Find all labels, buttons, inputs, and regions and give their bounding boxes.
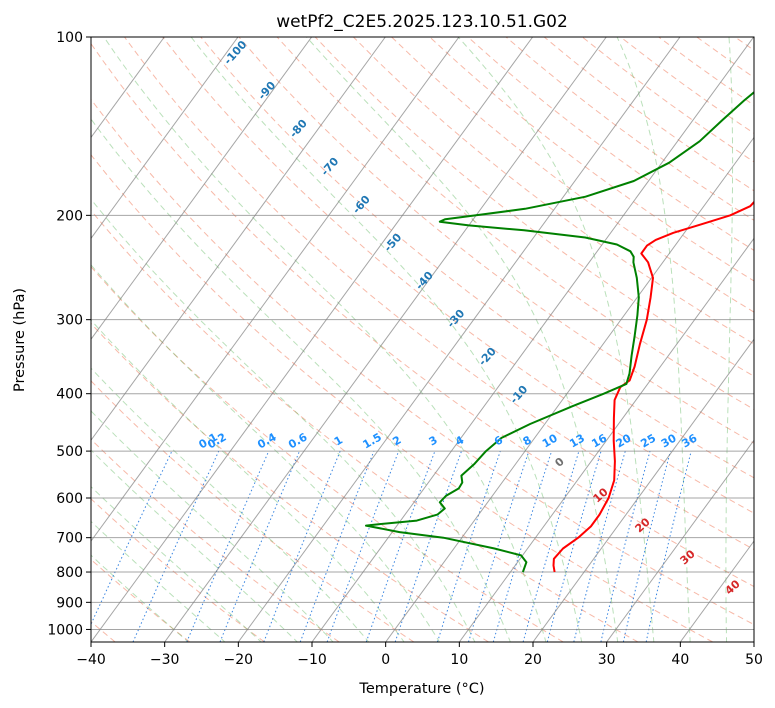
isotherm-gridline — [164, 37, 607, 642]
isotherm-gridline — [91, 37, 386, 442]
x-tick-label: 0 — [381, 652, 390, 668]
x-tick-label: −30 — [150, 652, 180, 668]
mixing-ratio-line — [573, 450, 626, 642]
isotherm-gridline — [91, 37, 534, 642]
dry-adiabat-line — [91, 322, 489, 642]
y-tick-label: 800 — [56, 565, 83, 581]
y-axis-title: Pressure (hPa) — [12, 288, 28, 392]
mixing-ratio-line — [546, 450, 602, 642]
x-tick-label: −20 — [224, 652, 254, 668]
mixing-ratio-line — [522, 450, 580, 642]
plot-frame — [90, 36, 755, 643]
mixing-ratio-line — [365, 450, 436, 642]
isotherm-gridline — [91, 37, 239, 240]
isotherm-gridline — [311, 37, 754, 642]
moist-adiabat-line — [91, 319, 405, 642]
moist-adiabats — [91, 37, 734, 642]
x-tick-label: −10 — [297, 652, 327, 668]
moist-adiabat-line — [91, 410, 334, 642]
moist-adiabat-line — [306, 37, 619, 642]
dry-adiabat-line — [124, 37, 754, 551]
dry-adiabat-line — [91, 153, 713, 642]
moist-adiabat-line — [91, 198, 476, 642]
moist-adiabat-line — [103, 37, 547, 642]
isotherm-gridline — [606, 439, 754, 642]
x-tick-label: 40 — [671, 652, 689, 668]
sounding-series — [365, 91, 754, 573]
temperature-profile-line — [552, 200, 754, 573]
moist-adiabat-line — [91, 118, 511, 642]
grid-lines — [91, 37, 754, 630]
dry-adiabat-line — [238, 37, 754, 444]
y-tick-label: 1000 — [47, 622, 83, 638]
mixing-ratio-line — [622, 450, 671, 642]
isotherm-gridline — [237, 37, 681, 642]
mixing-ratio-line — [186, 450, 270, 642]
dry-adiabat-line — [91, 265, 564, 642]
mixing-ratio-line — [299, 450, 375, 642]
dry-adiabat-line — [276, 37, 754, 411]
dewpoint-profile-line — [365, 91, 754, 573]
y-tick-label: 500 — [56, 444, 83, 460]
x-tick-label: 10 — [450, 652, 468, 668]
mixing-ratio-line — [436, 450, 501, 642]
x-tick-label: 30 — [598, 652, 616, 668]
moist-adiabat-line — [725, 37, 734, 642]
chart-title: wetPf2_C2E5.2025.123.10.51.G02 — [276, 12, 568, 32]
dry-adiabat-line — [162, 37, 754, 514]
mixing-ratio-line — [219, 450, 300, 642]
y-tick-label: 400 — [56, 387, 83, 403]
mixing-ratio-line — [468, 450, 530, 642]
moist-adiabat-line — [91, 554, 190, 642]
x-tick-label: 50 — [745, 652, 763, 668]
moist-adiabat-line — [91, 449, 299, 642]
moist-adiabat-line — [616, 37, 691, 642]
y-tick-label: 300 — [56, 313, 83, 329]
mixing-ratio-line — [263, 450, 341, 642]
mixing-ratio-line — [326, 450, 400, 642]
x-tick-label: 20 — [524, 652, 542, 668]
moist-adiabat-line — [91, 485, 262, 642]
y-tick-label: 700 — [56, 531, 83, 547]
axis-ticks: −40 −30 −20 −10 0 10 20 30 40 50 100 200 300 400 500 60… — [47, 30, 763, 668]
mixing-ratio-line — [600, 450, 651, 642]
isotherm-gridline — [91, 37, 460, 542]
moist-adiabat-line — [457, 37, 655, 642]
dry-adiabat-line — [91, 42, 754, 588]
y-tick-label: 200 — [56, 208, 83, 224]
moist-adiabat-line — [91, 264, 441, 642]
x-axis-title: Temperature (°C) — [358, 681, 484, 697]
plot-area: -100-90-80-70-60-50-40-30-20-100.10.2 0.4… — [91, 37, 754, 642]
dry-adiabat-line — [91, 209, 639, 642]
dry-adiabat-line — [91, 98, 754, 626]
y-tick-label: 900 — [56, 595, 83, 611]
isotherm-gridline — [458, 237, 754, 642]
isotherm-gridline — [91, 37, 313, 341]
y-tick-label: 100 — [56, 30, 83, 46]
x-tick-label: −40 — [76, 652, 106, 668]
moist-adiabat-line — [91, 520, 226, 642]
y-tick-label: 600 — [56, 491, 83, 507]
mixing-ratio-line — [132, 450, 220, 642]
dry-adiabat-line — [314, 37, 754, 377]
